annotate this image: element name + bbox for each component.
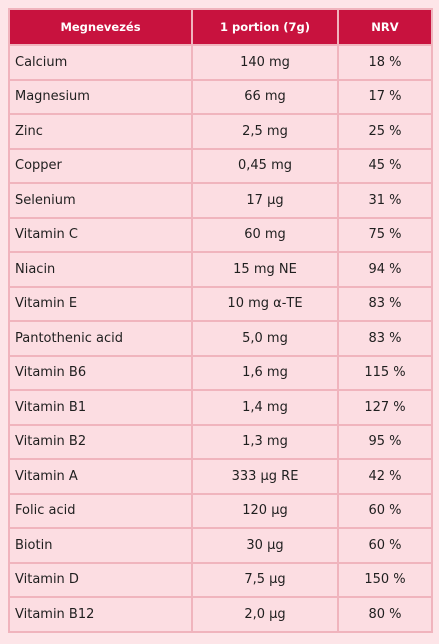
cell-nutrient: Vitamin B6 [8,354,193,391]
cell-nutrient: Selenium [8,182,193,219]
header-name: Megnevezés [8,8,193,46]
cell-nrv: 95 % [337,423,433,460]
cell-nrv: 83 % [337,320,433,357]
cell-nrv: 25 % [337,113,433,150]
cell-portion: 1,3 mg [191,423,339,460]
cell-portion: 1,6 mg [191,354,339,391]
table-row: Vitamin C 60 mg 75 % [8,216,433,253]
table-row: Vitamin D 7,5 µg 150 % [8,561,433,598]
cell-nrv: 31 % [337,182,433,219]
cell-nrv: 45 % [337,147,433,184]
cell-nutrient: Zinc [8,113,193,150]
cell-nrv: 80 % [337,596,433,633]
table-header: Megnevezés 1 portion (7g) NRV [8,8,433,46]
cell-portion: 66 mg [191,78,339,115]
cell-nrv: 60 % [337,492,433,529]
cell-nrv: 42 % [337,458,433,495]
cell-portion: 5,0 mg [191,320,339,357]
table-body: Calcium 140 mg 18 % Magnesium 66 mg 17 % Zinc 2… [8,44,433,633]
cell-nutrient: Vitamin C [8,216,193,253]
table-row: Selenium 17 µg 31 % [8,182,433,219]
cell-portion: 7,5 µg [191,561,339,598]
cell-portion: 140 mg [191,44,339,81]
cell-nrv: 60 % [337,527,433,564]
cell-nrv: 75 % [337,216,433,253]
cell-nrv: 127 % [337,389,433,426]
header-nrv: NRV [337,8,433,46]
cell-portion: 60 mg [191,216,339,253]
table-row: Vitamin B2 1,3 mg 95 % [8,423,433,460]
cell-portion: 10 mg α-TE [191,285,339,322]
cell-portion: 1,4 mg [191,389,339,426]
nutrition-table: Megnevezés 1 portion (7g) NRV Calcium 140… [8,8,433,633]
cell-nrv: 17 % [337,78,433,115]
cell-portion: 15 mg NE [191,251,339,288]
table-row: Vitamin B1 1,4 mg 127 % [8,389,433,426]
cell-nutrient: Vitamin D [8,561,193,598]
cell-nutrient: Niacin [8,251,193,288]
cell-nutrient: Vitamin A [8,458,193,495]
cell-nutrient: Calcium [8,44,193,81]
cell-portion: 120 µg [191,492,339,529]
cell-nrv: 83 % [337,285,433,322]
cell-nutrient: Vitamin B2 [8,423,193,460]
cell-portion: 333 µg RE [191,458,339,495]
header-row: Megnevezés 1 portion (7g) NRV [8,8,433,46]
table-row: Copper 0,45 mg 45 % [8,147,433,184]
cell-nutrient: Vitamin B1 [8,389,193,426]
table-row: Magnesium 66 mg 17 % [8,78,433,115]
cell-nrv: 115 % [337,354,433,391]
cell-nrv: 18 % [337,44,433,81]
cell-nutrient: Biotin [8,527,193,564]
cell-portion: 17 µg [191,182,339,219]
table-row: Vitamin E 10 mg α-TE 83 % [8,285,433,322]
table-row: Vitamin B6 1,6 mg 115 % [8,354,433,391]
cell-nutrient: Magnesium [8,78,193,115]
cell-nutrient: Pantothenic acid [8,320,193,357]
cell-nutrient: Vitamin E [8,285,193,322]
table-row: Calcium 140 mg 18 % [8,44,433,81]
cell-portion: 2,5 mg [191,113,339,150]
cell-portion: 30 µg [191,527,339,564]
table-row: Biotin 30 µg 60 % [8,527,433,564]
cell-nrv: 150 % [337,561,433,598]
cell-nutrient: Copper [8,147,193,184]
table-row: Folic acid 120 µg 60 % [8,492,433,529]
table-row: Pantothenic acid 5,0 mg 83 % [8,320,433,357]
table-row: Niacin 15 mg NE 94 % [8,251,433,288]
table-row: Vitamin B12 2,0 µg 80 % [8,596,433,633]
cell-nutrient: Folic acid [8,492,193,529]
cell-nutrient: Vitamin B12 [8,596,193,633]
cell-nrv: 94 % [337,251,433,288]
table-row: Zinc 2,5 mg 25 % [8,113,433,150]
nutrition-table-container: Megnevezés 1 portion (7g) NRV Calcium 140… [8,8,433,636]
table-row: Vitamin A 333 µg RE 42 % [8,458,433,495]
header-portion: 1 portion (7g) [191,8,339,46]
cell-portion: 0,45 mg [191,147,339,184]
cell-portion: 2,0 µg [191,596,339,633]
